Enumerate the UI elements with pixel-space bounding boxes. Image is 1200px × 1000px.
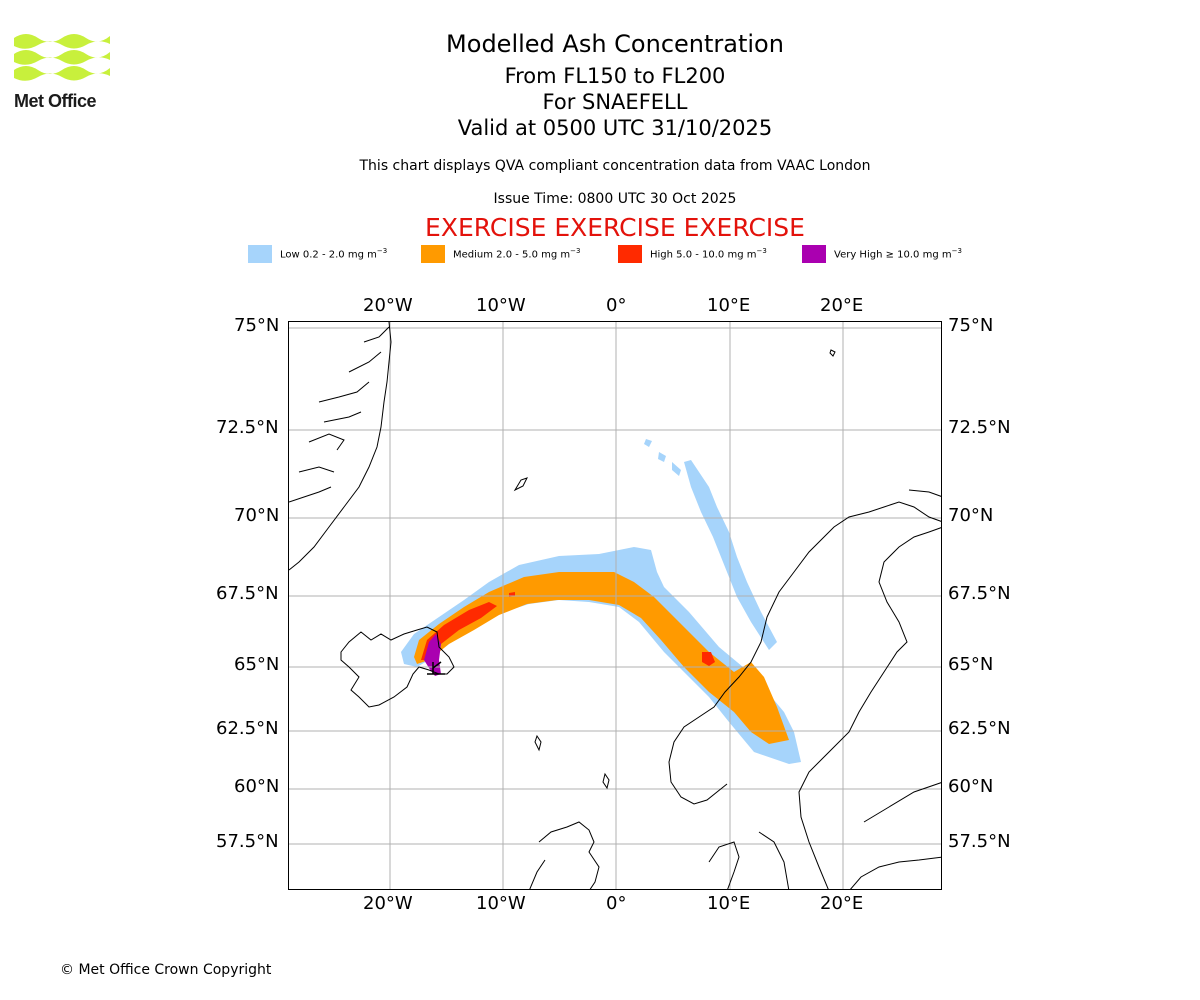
valid-time: Valid at 0500 UTC 31/10/2025 [457, 116, 773, 140]
logo-wordmark: Met Office [14, 91, 97, 111]
lon-tick-top-20w: 20°W [363, 295, 413, 316]
lat-tick-right-65: 65°N [948, 654, 994, 675]
coastline-denmark [708, 831, 790, 889]
legend-item-high: High 5.0 - 10.0 mg m−3 [618, 244, 767, 264]
coastline-bear-island [829, 349, 836, 357]
ash-map [288, 321, 942, 890]
lon-tick-top-0: 0° [606, 295, 627, 316]
lat-tick-left-75: 75°N [234, 315, 280, 336]
ash-area-high-spot [702, 652, 715, 666]
legend-item-low: Low 0.2 - 2.0 mg m−3 [248, 244, 387, 264]
lat-tick-left-72-5: 72.5°N [216, 417, 279, 438]
coastline-norway [668, 489, 941, 805]
lat-tick-right-57-5: 57.5°N [948, 831, 1011, 852]
lon-tick-bottom-10w: 10°W [476, 893, 526, 914]
flight-levels: From FL150 to FL200 [504, 64, 726, 88]
legend-swatch-medium [421, 245, 445, 263]
coastlines [289, 322, 941, 889]
lat-tick-left-67-5: 67.5°N [216, 583, 279, 604]
ash-map-canvas [289, 322, 941, 889]
coastline-jan-mayen [513, 477, 528, 492]
lat-tick-right-72-5: 72.5°N [948, 417, 1011, 438]
lat-tick-right-67-5: 67.5°N [948, 583, 1011, 604]
legend-unit-exp-medium: −3 [570, 247, 581, 256]
lat-tick-left-60: 60°N [234, 776, 280, 797]
lat-tick-left-70: 70°N [234, 505, 280, 526]
legend-unit-exp-very-high: −3 [951, 247, 962, 256]
coastline-shetland [602, 772, 610, 790]
volcano-name: For SNAEFELL [542, 90, 688, 114]
lat-tick-left-57-5: 57.5°N [216, 831, 279, 852]
met-office-logo: Met Office [14, 30, 110, 114]
ash-area-low-fragment [672, 462, 681, 476]
legend-label-very-high: Very High ≥ 10.0 mg m [834, 249, 952, 261]
lon-tick-bottom-0: 0° [606, 893, 627, 914]
lat-tick-right-60: 60°N [948, 776, 994, 797]
concentration-legend: Low 0.2 - 2.0 mg m−3 Medium 2.0 - 5.0 mg… [0, 244, 1200, 266]
lon-tick-bottom-20w: 20°W [363, 893, 413, 914]
coastline-sweden-finland [798, 527, 941, 889]
legend-swatch-high [618, 245, 642, 263]
lat-tick-left-65: 65°N [234, 654, 280, 675]
ash-area-medium [414, 572, 789, 744]
issue-time: Issue Time: 0800 UTC 30 Oct 2025 [493, 191, 737, 207]
coastline-greenland [289, 322, 392, 571]
coastline-faroe [534, 734, 542, 752]
legend-item-medium: Medium 2.0 - 5.0 mg m−3 [421, 244, 580, 264]
lat-tick-right-75: 75°N [948, 315, 994, 336]
ash-area-low-fragment [644, 439, 652, 447]
lat-tick-right-70: 70°N [948, 505, 994, 526]
lon-tick-top-10w: 10°W [476, 295, 526, 316]
logo-waves-icon [14, 34, 110, 81]
legend-label-medium: Medium 2.0 - 5.0 mg m [453, 249, 571, 261]
lon-tick-top-10e: 10°E [707, 295, 751, 316]
copyright-notice: © Met Office Crown Copyright [60, 962, 272, 978]
legend-unit-exp-low: −3 [376, 247, 388, 256]
lon-tick-bottom-20e: 20°E [820, 893, 864, 914]
lon-tick-bottom-10e: 10°E [707, 893, 751, 914]
legend-unit-exp-high: −3 [756, 247, 767, 256]
legend-swatch-very-high [802, 245, 826, 263]
legend-swatch-low [248, 245, 272, 263]
legend-item-very-high: Very High ≥ 10.0 mg m−3 [802, 244, 962, 264]
lon-tick-top-20e: 20°E [820, 295, 864, 316]
legend-label-low: Low 0.2 - 2.0 mg m [280, 249, 377, 261]
chart-title: Modelled Ash Concentration [446, 30, 784, 58]
volcano-marker [427, 661, 445, 675]
map-gridlines [289, 322, 941, 889]
lat-tick-right-62-5: 62.5°N [948, 718, 1011, 739]
coastline-scotland [529, 821, 600, 889]
compliance-note: This chart displays QVA compliant concen… [359, 158, 871, 174]
ash-area-low-fragment [658, 452, 666, 462]
coastline-baltic [850, 782, 941, 889]
exercise-banner: EXERCISE EXERCISE EXERCISE [425, 213, 805, 242]
legend-label-high: High 5.0 - 10.0 mg m [650, 249, 757, 261]
lat-tick-left-62-5: 62.5°N [216, 718, 279, 739]
